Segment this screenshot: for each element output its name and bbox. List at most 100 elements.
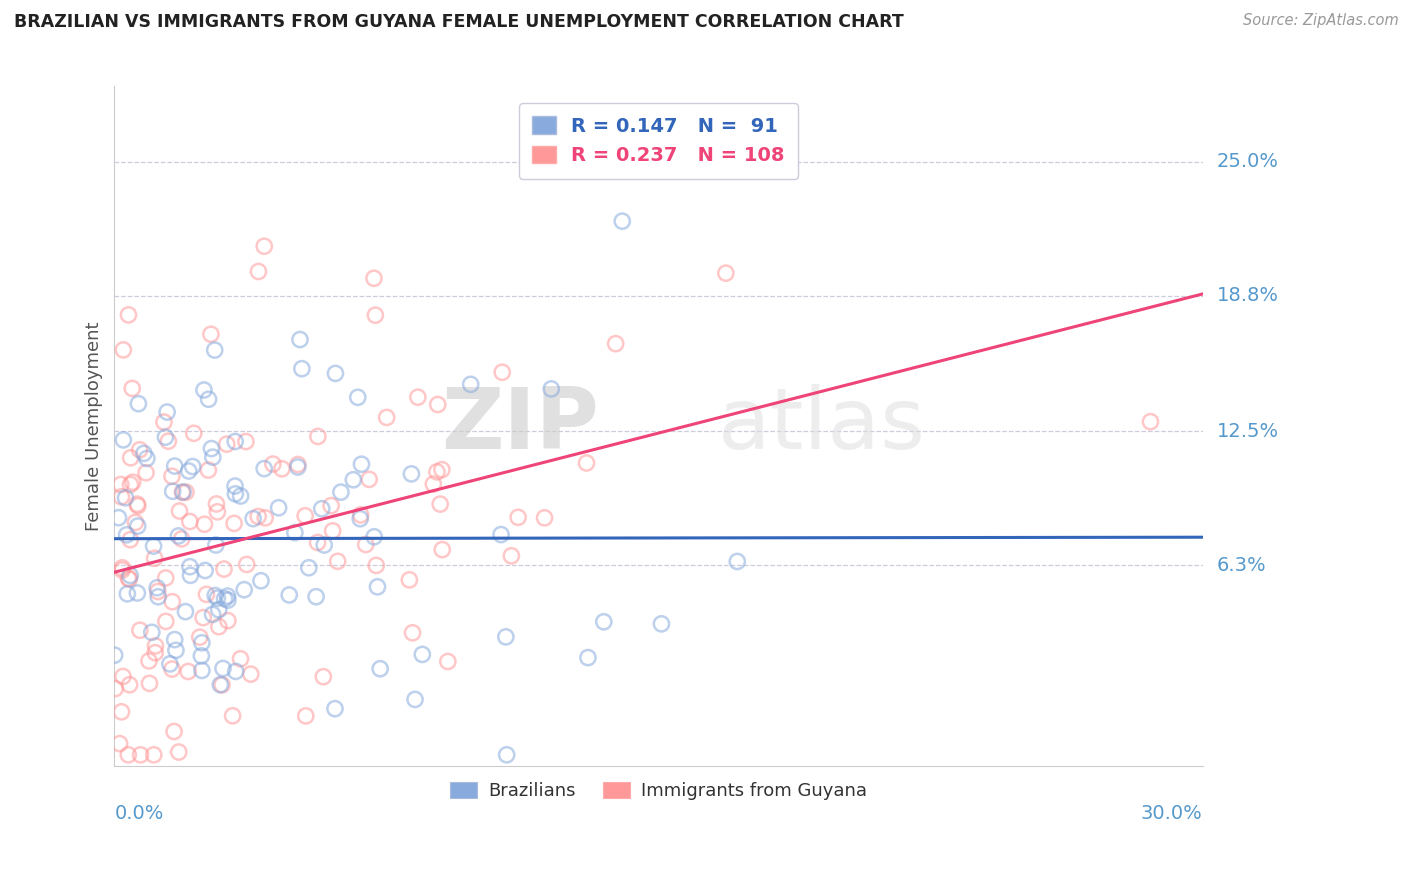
Point (112, 343, 135, 357)
Point (432, 542, 454, 557)
Point (325, 367, 347, 381)
Point (110, 477, 132, 491)
Point (104, 681, 127, 696)
Point (120, 450, 142, 465)
Point (533, 511, 555, 525)
Point (117, 587, 139, 601)
Point (305, 590, 328, 604)
Point (104, 648, 127, 662)
Point (322, 524, 344, 538)
Point (725, 554, 748, 568)
Point (124, 516, 146, 530)
Text: 18.8%: 18.8% (1216, 286, 1278, 305)
Point (284, 525, 307, 540)
Point (135, 466, 157, 480)
Point (190, 648, 212, 663)
Point (167, 745, 190, 759)
Y-axis label: Female Unemployment: Female Unemployment (86, 321, 103, 531)
Point (153, 415, 176, 429)
Text: Source: ZipAtlas.com: Source: ZipAtlas.com (1243, 13, 1399, 29)
Point (401, 467, 423, 481)
Point (508, 510, 530, 524)
Point (117, 308, 139, 322)
Point (312, 670, 335, 684)
Point (287, 460, 309, 475)
Point (323, 701, 346, 715)
Point (117, 571, 139, 585)
Point (165, 643, 187, 657)
Point (174, 485, 197, 500)
Point (612, 214, 634, 228)
Point (214, 591, 236, 606)
Point (1139, 415, 1161, 429)
Point (132, 446, 155, 460)
Text: BRAZILIAN VS IMMIGRANTS FROM GUYANA FEMALE UNEMPLOYMENT CORRELATION CHART: BRAZILIAN VS IMMIGRANTS FROM GUYANA FEMA… (14, 13, 904, 31)
Point (112, 433, 135, 447)
Point (404, 692, 426, 706)
Point (167, 529, 190, 543)
Point (177, 665, 200, 679)
Point (155, 571, 177, 585)
Text: 0.0%: 0.0% (114, 805, 163, 823)
Point (211, 678, 233, 692)
Point (127, 397, 149, 411)
Point (146, 581, 169, 595)
Point (107, 510, 129, 524)
Text: atlas: atlas (718, 384, 927, 467)
Point (193, 383, 215, 397)
Point (235, 558, 257, 572)
Point (250, 574, 273, 588)
Point (294, 508, 316, 523)
Point (117, 747, 139, 762)
Point (145, 639, 167, 653)
Point (197, 392, 219, 407)
Point (430, 463, 453, 477)
Point (129, 747, 152, 762)
Point (350, 508, 373, 522)
Point (155, 615, 177, 629)
Point (224, 434, 246, 449)
Text: ZIP: ZIP (441, 384, 599, 467)
Point (205, 497, 228, 511)
Point (262, 457, 284, 471)
Point (368, 662, 391, 676)
Point (491, 365, 513, 379)
Point (172, 485, 194, 500)
Point (201, 450, 224, 465)
Point (138, 676, 160, 690)
Point (592, 615, 614, 629)
Point (128, 442, 150, 457)
Point (174, 605, 197, 619)
Point (138, 654, 160, 668)
Point (366, 580, 388, 594)
Point (460, 377, 482, 392)
Point (129, 624, 152, 638)
Point (311, 501, 333, 516)
Point (142, 747, 165, 762)
Point (422, 477, 444, 491)
Legend: Brazilians, Immigrants from Guyana: Brazilians, Immigrants from Guyana (443, 775, 875, 807)
Point (329, 485, 352, 500)
Point (411, 648, 433, 662)
Point (298, 560, 321, 574)
Point (183, 426, 205, 441)
Point (111, 561, 134, 575)
Point (108, 737, 131, 751)
Point (253, 461, 276, 475)
Point (288, 333, 311, 347)
Point (575, 456, 598, 470)
Point (208, 620, 231, 634)
Text: 12.5%: 12.5% (1216, 422, 1278, 441)
Point (120, 533, 142, 547)
Point (157, 434, 180, 449)
Point (247, 264, 270, 278)
Point (287, 458, 309, 472)
Point (142, 539, 165, 553)
Point (217, 589, 239, 603)
Point (271, 462, 294, 476)
Point (349, 512, 371, 526)
Point (191, 636, 214, 650)
Point (225, 665, 247, 679)
Point (235, 434, 257, 449)
Point (207, 591, 229, 606)
